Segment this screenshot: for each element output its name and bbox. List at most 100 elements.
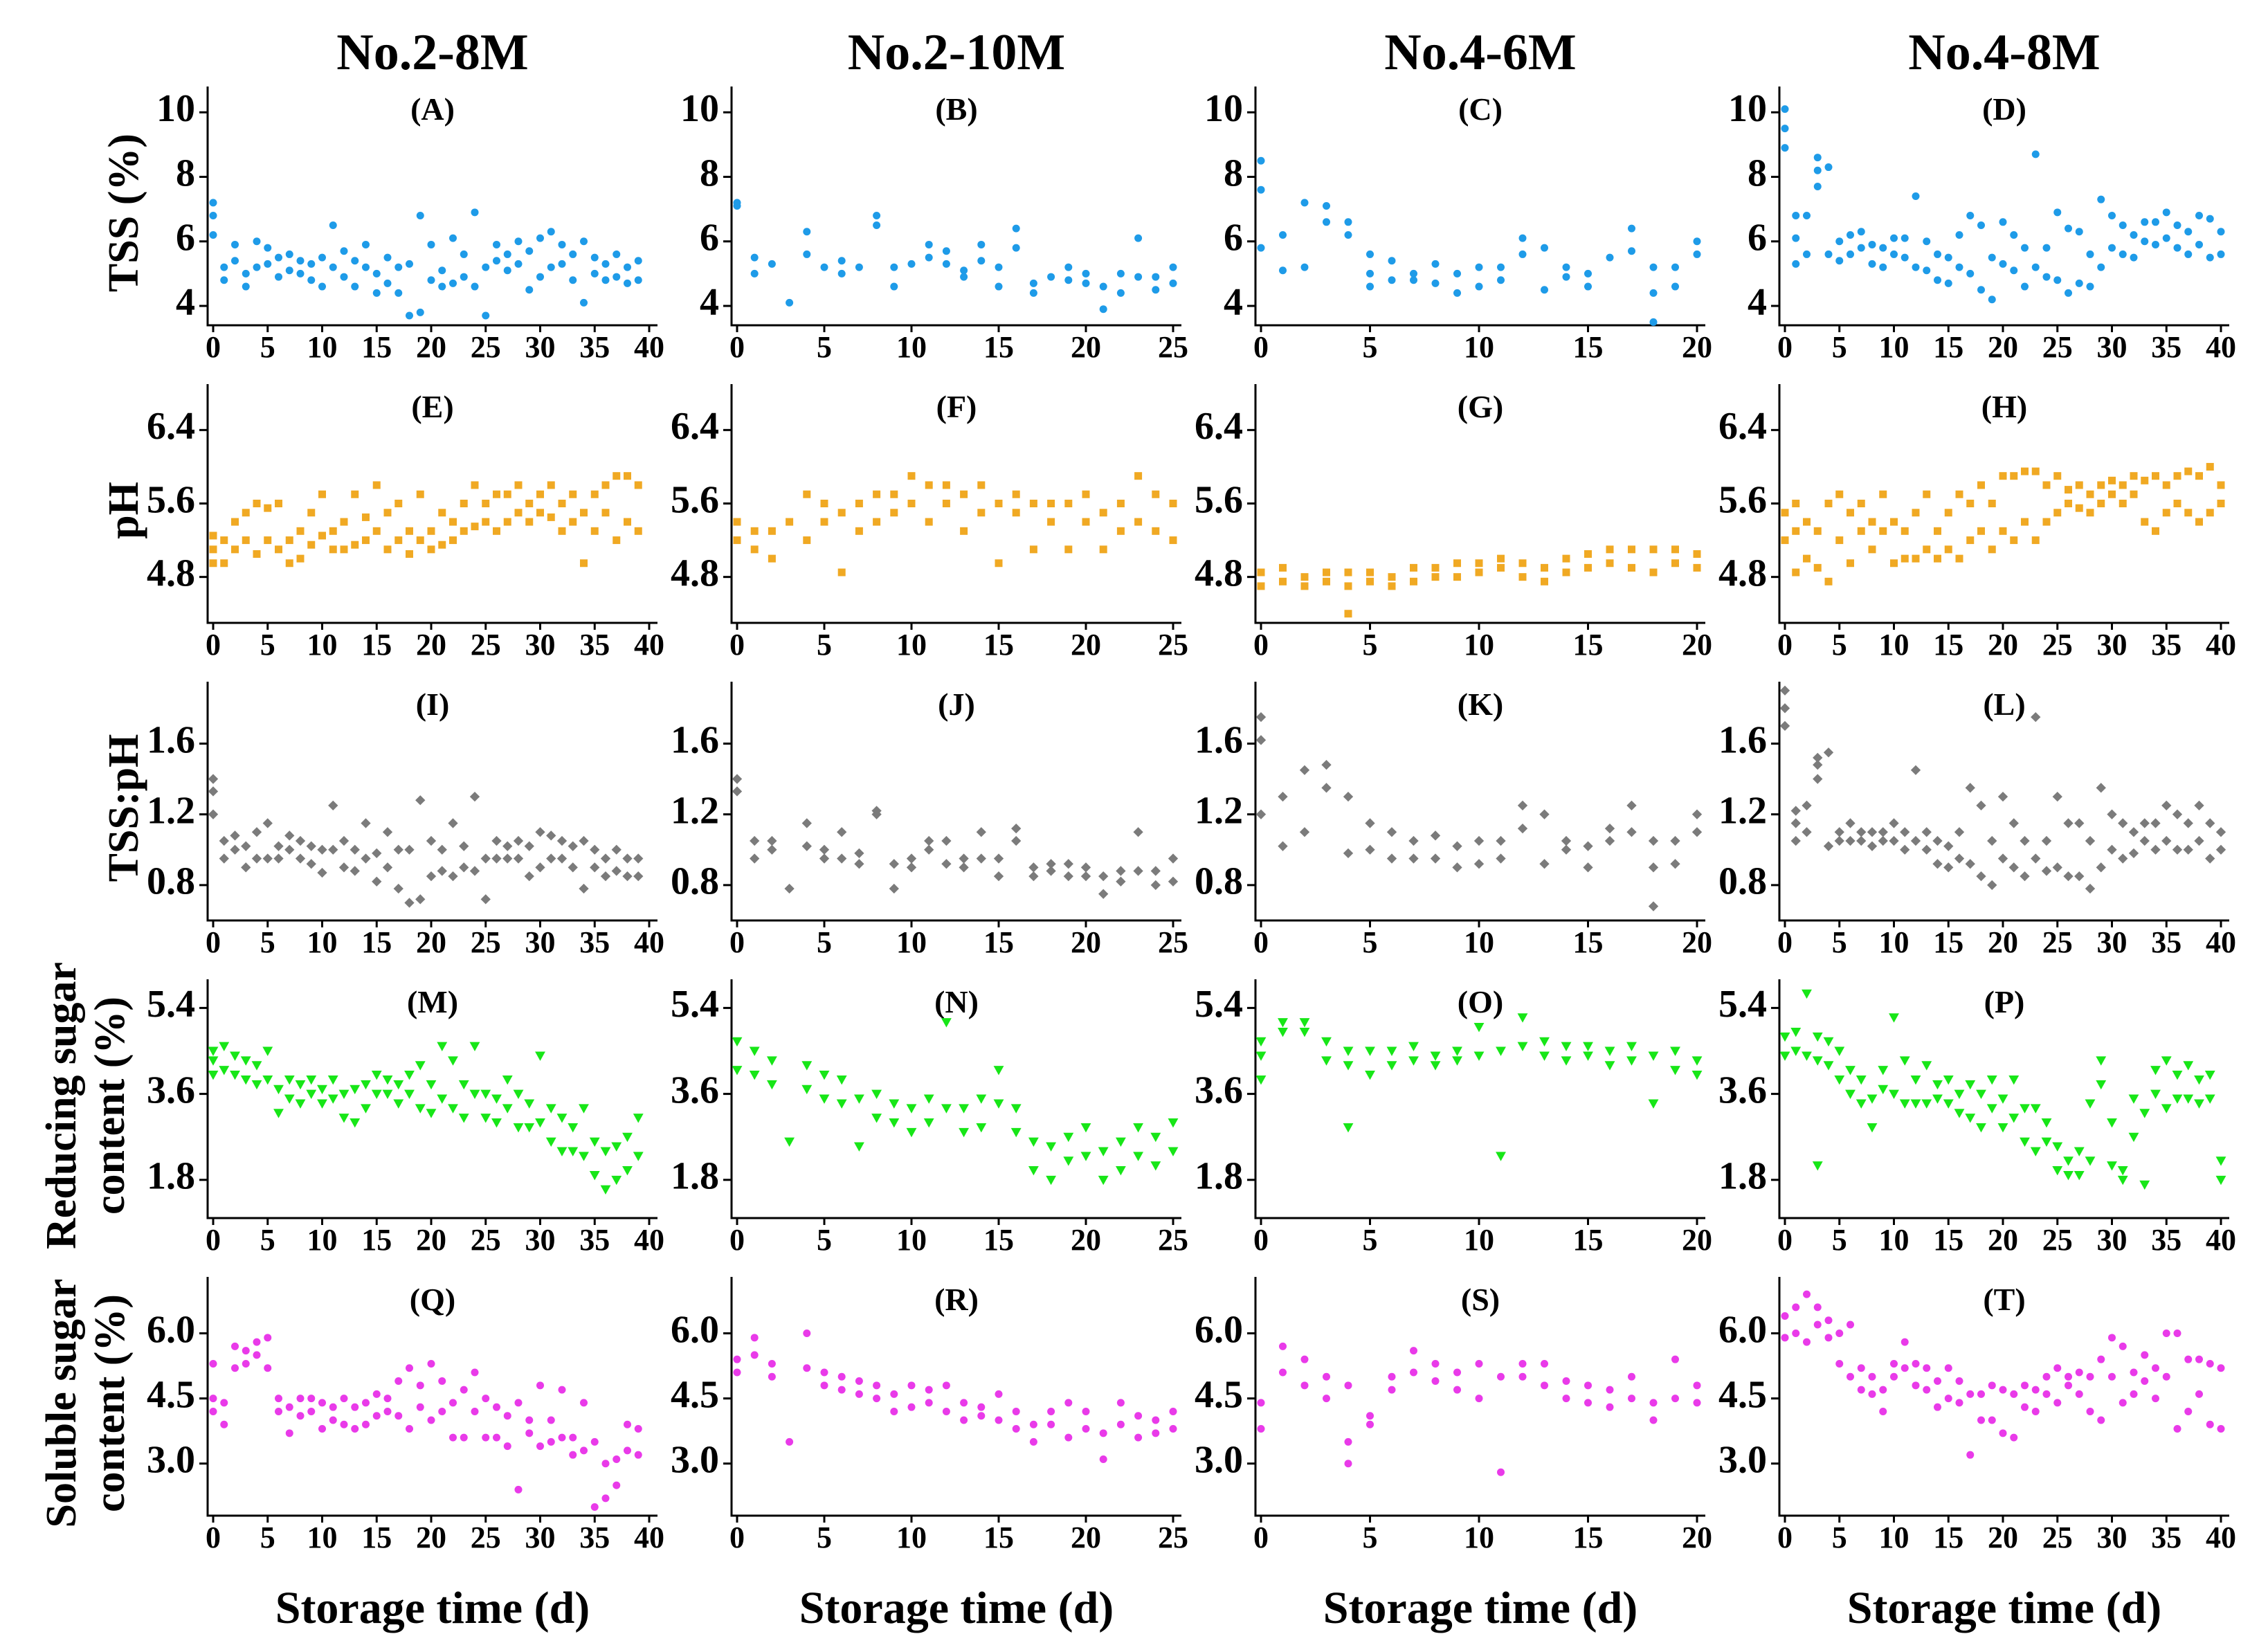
panel-o-point-29 bbox=[1539, 1051, 1550, 1061]
panel-d-xtick-label-7: 30 bbox=[2097, 330, 2128, 364]
panel-d-point-75 bbox=[2162, 208, 2170, 217]
panel-i-point-41 bbox=[415, 795, 426, 806]
panel-c-point-27 bbox=[1518, 250, 1527, 258]
panel-a-point-1 bbox=[209, 230, 217, 239]
panel-r-point-8 bbox=[803, 1364, 811, 1372]
panel-e-point-51 bbox=[471, 481, 479, 489]
panel-q-point-48 bbox=[460, 1433, 468, 1442]
panel-q-point-45 bbox=[438, 1377, 446, 1386]
panel-d-point-56 bbox=[2065, 289, 2072, 297]
panel-e-xtick-label-1: 0 bbox=[206, 628, 221, 662]
panel-b-point-40 bbox=[1116, 269, 1125, 278]
panel-a-point-79 bbox=[624, 263, 631, 271]
panel-h-point-31 bbox=[1934, 527, 1941, 535]
panel-p-point-76 bbox=[2183, 1094, 2194, 1104]
panel-l-point-42 bbox=[1987, 880, 1997, 891]
panel-h-point-15 bbox=[1847, 509, 1854, 517]
panel-t-point-36 bbox=[1966, 1390, 1975, 1398]
panel-h-point-9 bbox=[1813, 527, 1822, 535]
panel-k-point-44 bbox=[1691, 809, 1703, 819]
panel-j-xtick-label-3: 10 bbox=[896, 925, 927, 959]
panel-j-point-38 bbox=[1063, 871, 1073, 882]
panel-m: 1.83.65.40 5 10 15 20 25 30 35 40(M) bbox=[147, 979, 664, 1257]
panel-i-xtick-label-1: 0 bbox=[206, 925, 221, 959]
panel-p-points bbox=[1779, 989, 2226, 1190]
panel-d-point-84 bbox=[2217, 250, 2225, 258]
panel-l-ytick-label-1: 0.8 bbox=[1718, 860, 1767, 903]
panel-f-point-22 bbox=[925, 518, 933, 526]
panel-h-point-20 bbox=[1879, 527, 1887, 535]
panel-m-point-61 bbox=[524, 1099, 535, 1109]
panel-a-point-22 bbox=[318, 282, 326, 291]
panel-b-point-12 bbox=[855, 263, 863, 271]
panel-a-point-72 bbox=[590, 269, 599, 278]
panel-i-point-1 bbox=[208, 809, 219, 819]
panel-e-xtick-label-3: 10 bbox=[307, 628, 338, 662]
panel-k-point-29 bbox=[1539, 809, 1550, 819]
panel-b-point-13 bbox=[873, 221, 881, 229]
panel-f-point-1 bbox=[733, 536, 741, 545]
panel-h-xtick-label-2: 5 bbox=[1832, 628, 1847, 662]
panel-l-point-77 bbox=[2172, 809, 2183, 819]
panel-j-xtick-label-2: 5 bbox=[817, 925, 832, 959]
panel-e-point-35 bbox=[383, 509, 392, 517]
panel-b-point-36 bbox=[1082, 269, 1090, 278]
panel-e-point-22 bbox=[318, 532, 326, 540]
panel-g-point-1 bbox=[1257, 582, 1265, 590]
panel-j-point-40 bbox=[1080, 871, 1091, 882]
panel-s-point-27 bbox=[1518, 1359, 1527, 1368]
panel-l-xtick-label-7: 30 bbox=[2097, 925, 2128, 959]
panel-n-point-35 bbox=[1028, 1137, 1039, 1147]
panel-n-point-32 bbox=[1010, 1127, 1022, 1138]
panel-l-axes bbox=[1778, 682, 2229, 922]
panel-p-point-69 bbox=[2139, 1109, 2150, 1118]
panel-l-point-29 bbox=[1910, 765, 1921, 775]
panel-e-point-75 bbox=[601, 481, 610, 489]
panel-a-point-75 bbox=[601, 260, 610, 268]
panel-a-point-19 bbox=[296, 257, 305, 265]
panel-d-point-18 bbox=[1857, 244, 1865, 252]
panel-t-point-62 bbox=[2108, 1334, 2116, 1342]
panel-i-point-25 bbox=[328, 800, 338, 811]
panel-d-point-60 bbox=[2086, 282, 2094, 291]
panel-r-point-22 bbox=[925, 1399, 933, 1407]
panel-j-point-29 bbox=[976, 827, 986, 837]
panel-l-point-5 bbox=[1790, 818, 1801, 828]
panel-i-point-66 bbox=[556, 853, 568, 864]
panel-b-point-31 bbox=[1029, 279, 1037, 287]
panel-c-point-28 bbox=[1518, 234, 1527, 242]
panel-t-points bbox=[1781, 1290, 2225, 1459]
panel-a-point-43 bbox=[427, 240, 435, 248]
panel-q-point-27 bbox=[340, 1395, 348, 1403]
panel-p-point-70 bbox=[2150, 1089, 2161, 1100]
panel-i-point-45 bbox=[437, 844, 447, 855]
panel-b-points bbox=[733, 199, 1177, 314]
panel-a-xtick-label-1: 0 bbox=[206, 330, 221, 364]
panel-h-xtick-label-7: 30 bbox=[2097, 628, 2128, 662]
panel-h-point-3 bbox=[1792, 568, 1800, 577]
panel-e-point-73 bbox=[590, 490, 599, 498]
panel-s-point-13 bbox=[1366, 1412, 1374, 1420]
panel-s-ytick-label-2: 4.5 bbox=[1195, 1373, 1243, 1416]
panel-t-point-66 bbox=[2130, 1368, 2138, 1377]
panel-e-ytick-label-2: 5.6 bbox=[147, 478, 195, 521]
panel-e-point-31 bbox=[362, 513, 370, 521]
panel-a-xtick-label-8: 35 bbox=[579, 330, 610, 364]
panel-d-point-6 bbox=[1792, 211, 1800, 219]
panel-o-point-12 bbox=[1343, 1046, 1354, 1056]
panel-d-point-69 bbox=[2130, 230, 2138, 239]
panel-t-point-80 bbox=[2206, 1359, 2214, 1368]
panel-j-point-35 bbox=[1028, 862, 1039, 873]
panel-l-point-75 bbox=[2161, 800, 2172, 811]
panel-a-point-58 bbox=[514, 260, 523, 268]
panel-t-xtick-label-7: 30 bbox=[2097, 1521, 2128, 1554]
panel-m-point-66 bbox=[556, 1147, 568, 1156]
panel-e-point-77 bbox=[613, 472, 621, 480]
panel-t-ytick-label-1: 3.0 bbox=[1718, 1439, 1767, 1482]
panel-m-point-79 bbox=[622, 1132, 633, 1143]
panel-c-point-30 bbox=[1541, 244, 1548, 252]
panel-j-point-13 bbox=[837, 827, 847, 837]
panel-h-point-83 bbox=[2217, 481, 2225, 489]
panel-p-point-51 bbox=[2041, 1118, 2052, 1128]
panel-d-point-85 bbox=[2217, 228, 2225, 236]
